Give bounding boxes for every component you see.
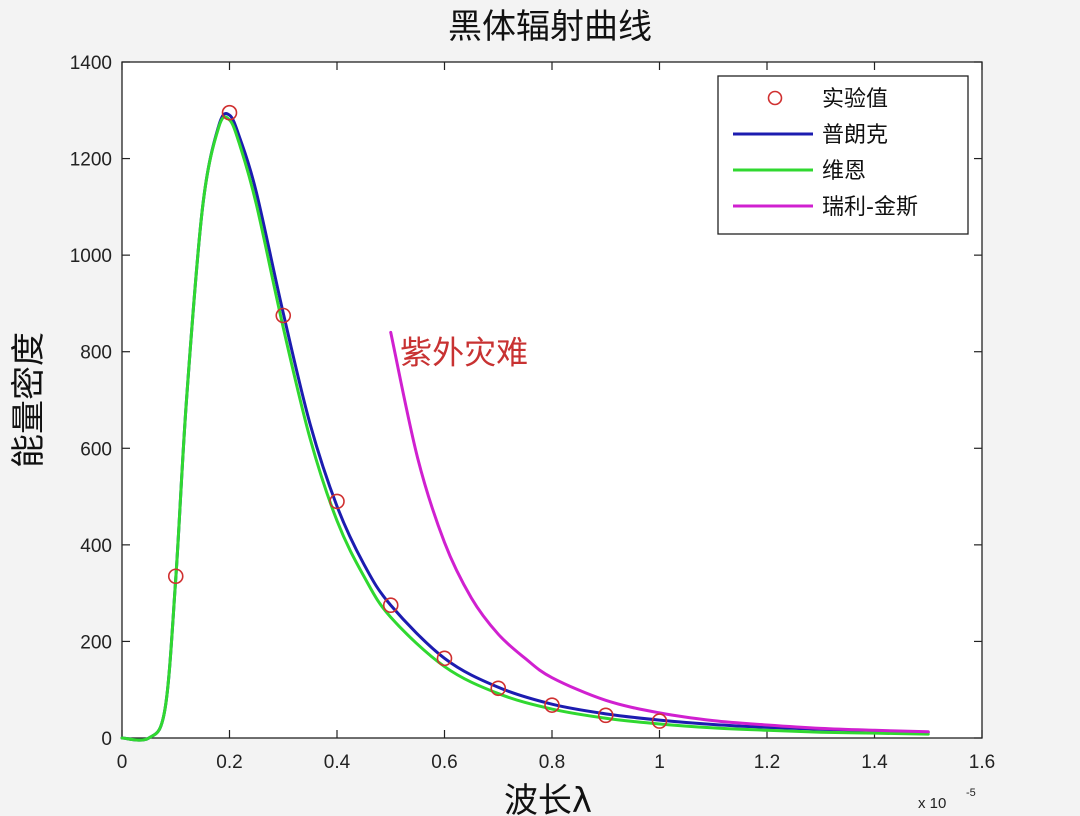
x-tick-label: 1.6 [969, 752, 995, 773]
series-line-rayleigh-jeans [389, 330, 930, 734]
y-tick-label: 1000 [70, 246, 112, 267]
data-point-experimental [597, 707, 614, 724]
x-axis-label: 波长λ [504, 781, 592, 816]
y-tick-label: 800 [80, 343, 112, 364]
data-point-experimental [382, 597, 399, 614]
data-point-experimental [275, 307, 292, 324]
legend-marker-experimental [767, 90, 783, 106]
legend-label-planck: 普朗克 [822, 123, 888, 148]
data-point-experimental [436, 650, 453, 667]
annotation-ultraviolet-catastrophe: 紫外灾难 [400, 334, 528, 372]
x-exponent-power: -5 [966, 787, 976, 799]
y-tick-label: 0 [101, 729, 112, 750]
x-tick-label: 1 [654, 752, 665, 773]
x-tick-label: 0.2 [216, 752, 242, 773]
x-tick-label: 1.4 [861, 752, 888, 773]
x-tick-label: 0.4 [324, 752, 351, 773]
y-tick-label: 1400 [70, 53, 112, 74]
y-tick-label: 400 [80, 536, 112, 557]
x-tick-label: 1.2 [754, 752, 780, 773]
legend-label-experimental: 实验值 [822, 87, 888, 112]
x-tick-label: 0.6 [431, 752, 457, 773]
data-point-experimental [544, 697, 560, 713]
legend: 实验值 普朗克 维恩 瑞利-金斯 [717, 75, 969, 235]
data-point-experimental [221, 104, 238, 121]
y-axis-label: 能量密度 [9, 332, 49, 468]
series-layer [120, 104, 930, 742]
x-exponent-label: x 10 [918, 795, 946, 812]
data-point-experimental [651, 713, 668, 729]
series-line-wien [120, 115, 930, 742]
axis-ticks: 0 0.2 0.4 0.6 0.8 1 1.2 1.4 1.6 0 200 400 600 800 1000… [70, 53, 995, 773]
x-tick-label: 0.8 [539, 752, 565, 773]
data-point-experimental [167, 568, 184, 585]
legend-label-wien: 维恩 [822, 159, 866, 184]
annotation-layer: 紫外灾难 [400, 334, 528, 372]
legend-label-rayleigh-jeans: 瑞利-金斯 [822, 195, 918, 220]
y-tick-label: 200 [80, 632, 112, 653]
data-point-experimental [490, 680, 507, 697]
y-tick-label: 1200 [70, 150, 112, 171]
data-point-experimental [329, 493, 345, 510]
y-axis-label-group: 能量密度 [9, 332, 49, 468]
x-tick-label: 0 [117, 752, 128, 773]
legend-box [717, 75, 969, 235]
y-tick-label: 600 [80, 439, 112, 460]
chart-title: 黑体辐射曲线 [448, 7, 652, 47]
